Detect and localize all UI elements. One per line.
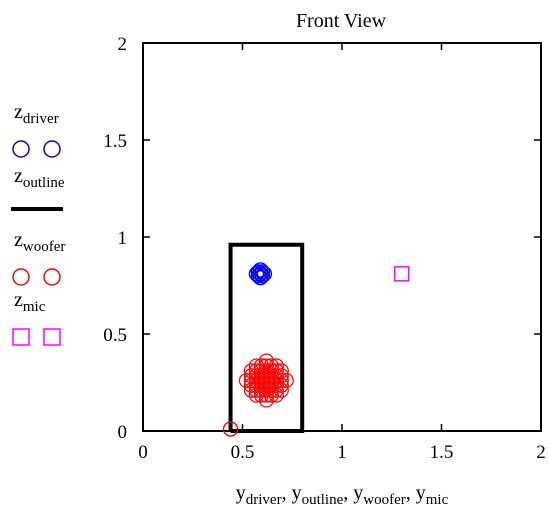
outline-line [228, 242, 305, 433]
woofer-point [278, 372, 294, 389]
woofer-point [243, 368, 260, 384]
woofer-point [248, 358, 265, 374]
y-tick-label: 0.5 [103, 325, 127, 346]
woofer-point [243, 363, 260, 379]
woofer-point [273, 372, 289, 389]
chart-title: Front View [296, 10, 387, 32]
legend: zdriver zoutline zwoofer zmic [11, 101, 65, 346]
woofer-point [258, 353, 274, 369]
x-tick-label: 0 [138, 442, 148, 463]
x-tick-label: 2 [536, 442, 546, 463]
y-tick-label: 1 [118, 228, 128, 249]
y-tick-label: 2 [118, 34, 128, 55]
legend-marker [43, 268, 61, 286]
woofer-point [268, 358, 284, 374]
legend-marker [12, 328, 30, 346]
woofer-point [258, 358, 274, 374]
plot-frame [142, 42, 542, 432]
mic-point [393, 266, 410, 282]
legend-label: zmic [14, 289, 46, 315]
woofer-point [222, 421, 239, 437]
woofer-point [253, 363, 270, 379]
driver-point [248, 266, 265, 282]
driver-point [252, 266, 269, 282]
legend-label: zoutline [14, 165, 65, 191]
woofer-point [268, 363, 284, 379]
woofer-point [258, 363, 274, 379]
x-tick-label: 1 [337, 442, 347, 463]
x-tick-label: 0.5 [231, 442, 255, 463]
axis-ticks: 0 0.5 1 1.5 2 0 0.5 1 1.5 2 [103, 34, 546, 463]
data-marks [222, 242, 410, 437]
legend-marker [12, 268, 30, 286]
woofer-point [243, 372, 260, 389]
woofer-point [263, 363, 279, 379]
legend-marker [43, 140, 61, 158]
x-axis-label: ydriver, youtline, ywoofer, ymic [236, 482, 449, 508]
woofer-point [273, 368, 289, 384]
legend-marker [43, 328, 61, 346]
legend-marker [12, 140, 30, 158]
woofer-point [273, 363, 289, 379]
woofer-point [248, 363, 265, 379]
driver-point [252, 270, 269, 286]
woofer-point [248, 368, 265, 384]
y-tick-label: 0 [118, 422, 128, 443]
driver-point [252, 262, 269, 278]
woofer-point [253, 368, 270, 384]
driver-point [256, 266, 273, 282]
x-tick-label: 1.5 [430, 442, 454, 463]
woofer-point [238, 372, 255, 389]
woofer-point [263, 358, 279, 374]
y-tick-label: 1.5 [103, 131, 127, 152]
woofer-point [268, 368, 284, 384]
woofer-point [263, 368, 279, 384]
woofer-point [253, 358, 270, 374]
legend-label: zdriver [14, 101, 59, 127]
legend-label: zwoofer [14, 229, 65, 255]
